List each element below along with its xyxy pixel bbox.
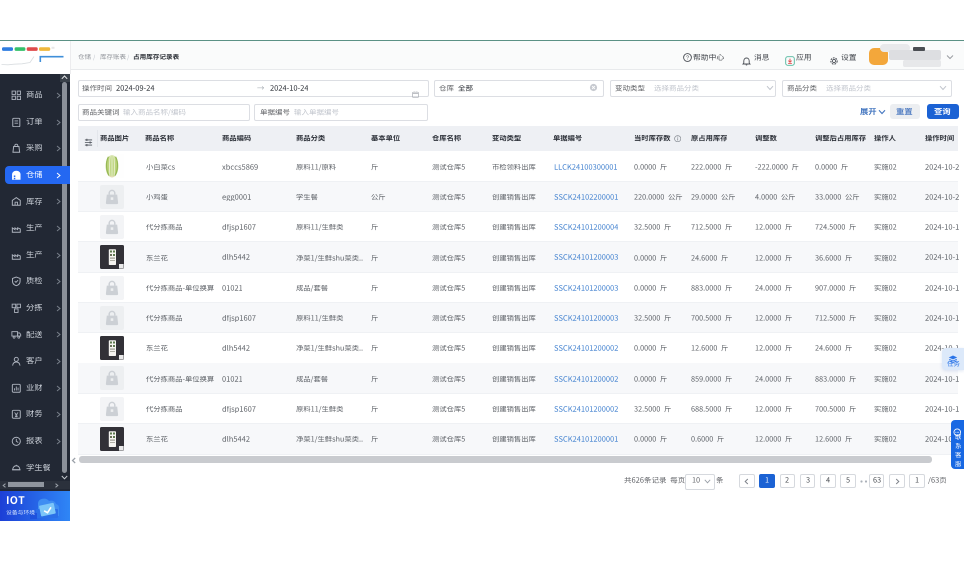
svg-text:?: ? [686,55,689,61]
